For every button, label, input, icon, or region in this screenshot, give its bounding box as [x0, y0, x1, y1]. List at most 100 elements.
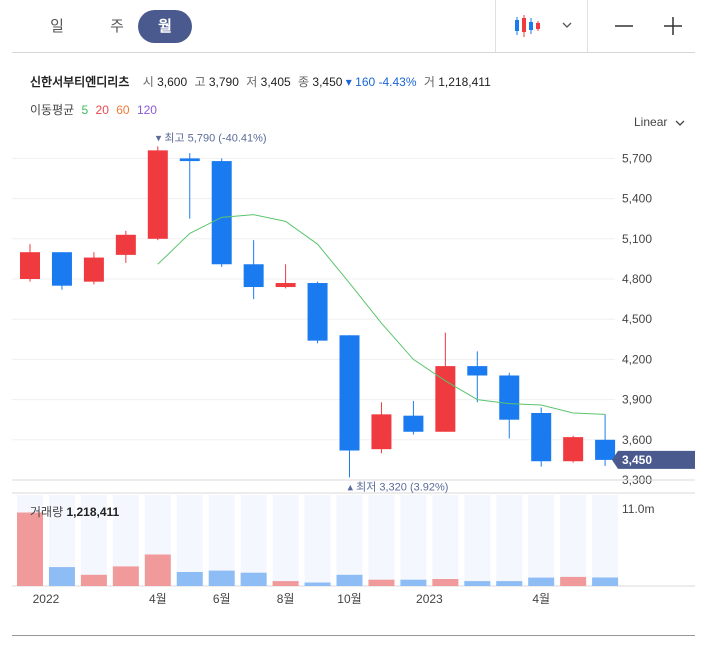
candle-body [371, 414, 392, 450]
candle-body [403, 415, 424, 432]
y-tick-label: 3,300 [622, 473, 652, 487]
candle-body [179, 158, 200, 162]
candle-body [115, 234, 136, 255]
y-tick-label: 3,600 [622, 433, 652, 447]
y-tick-label: 5,400 [622, 192, 652, 206]
volume-bar [560, 576, 587, 586]
y-tick-label: 4,500 [622, 312, 652, 326]
y-tick-label: 5,100 [622, 232, 652, 246]
x-tick-label: 4월 [149, 592, 167, 606]
volume-bar [272, 581, 299, 586]
volume-bar [464, 581, 491, 586]
y-tick-label: 4,200 [622, 352, 652, 366]
volume-bar [528, 577, 555, 586]
last-price-label: 3,450 [622, 453, 652, 467]
volume-bar [400, 579, 427, 586]
volume-column-bg [240, 495, 267, 586]
x-tick-label: 4월 [532, 592, 550, 606]
close-label: 종 [298, 75, 310, 89]
zoom-out-icon[interactable] [610, 12, 640, 40]
candle-body [467, 366, 488, 376]
candle-body [307, 283, 328, 341]
scale-selector[interactable]: Linear [634, 115, 686, 129]
ma-60[interactable]: 60 [116, 103, 130, 117]
toolbar: 일 주 월 [12, 0, 695, 53]
change-value: ▾ 160 -4.43% [345, 75, 417, 89]
candle-body [243, 264, 264, 288]
volume-bar [80, 574, 107, 586]
volume-column-bg [368, 495, 395, 586]
volume-bar [176, 572, 203, 586]
ma-label: 이동평균 [30, 103, 75, 117]
x-tick-label: 6월 [213, 592, 231, 606]
candle-body [51, 252, 72, 286]
volume-bar [17, 512, 43, 586]
toolbar-divider [587, 0, 588, 52]
volume-bar [592, 577, 619, 586]
volume-column-bg [432, 495, 459, 586]
y-tick-label: 4,800 [622, 272, 652, 286]
bottom-divider [12, 635, 695, 636]
chevron-down-icon [675, 120, 685, 126]
close-value: 3,450 [312, 75, 343, 89]
candle-body [20, 252, 40, 279]
y-tick-label: 5,700 [622, 151, 652, 165]
high-value: 3,790 [208, 75, 239, 89]
volume-bar [304, 582, 331, 586]
candle-body [563, 437, 584, 462]
volume-panel-value: 1,218,411 [66, 505, 120, 519]
y-tick-label: 3,900 [622, 393, 652, 407]
volume-column-bg [528, 495, 555, 586]
volume-tick-label: 11.0m [622, 502, 654, 516]
candle-body [83, 257, 104, 282]
toolbar-divider [495, 0, 496, 52]
volume-column-bg [496, 495, 523, 586]
x-tick-label: 2023 [416, 592, 443, 606]
volume-bar [368, 579, 395, 586]
volume-column-bg [464, 495, 491, 586]
volume-column-bg [304, 495, 331, 586]
volume-bar [112, 566, 139, 586]
volume-label: 거 [423, 75, 435, 89]
stock-name: 신한서부티엔디리츠 [30, 75, 130, 89]
ma5-line [157, 214, 606, 415]
volume-bar [240, 572, 267, 586]
candle-body [531, 413, 552, 462]
volume-column-bg [272, 495, 299, 586]
price-summary: 신한서부티엔디리츠 시 3,600 고 3,790 저 3,405 종 3,45… [30, 73, 491, 90]
moving-average-legend: 이동평균 5 20 60 120 [30, 101, 157, 118]
volume-column-bg [592, 495, 619, 586]
tab-month[interactable]: 월 [138, 10, 192, 43]
x-tick-label: 8월 [277, 592, 295, 606]
ma-120[interactable]: 120 [136, 103, 157, 117]
volume-bar [432, 579, 459, 586]
volume-column-bg [176, 495, 203, 586]
last-price-tag [612, 450, 695, 469]
candle-body [275, 283, 296, 288]
candle-body [339, 335, 360, 451]
tab-day[interactable]: 일 [50, 18, 64, 35]
candle-body [499, 375, 520, 420]
ma-5[interactable]: 5 [81, 103, 89, 117]
open-label: 시 [142, 75, 154, 89]
volume-value: 1,218,411 [438, 75, 491, 89]
candle-body [211, 161, 232, 265]
x-tick-label: 10월 [337, 592, 361, 606]
tab-week[interactable]: 주 [110, 18, 124, 35]
candle-body [435, 366, 456, 432]
candlestick-chart-icon[interactable] [512, 12, 542, 40]
zoom-in-icon[interactable] [659, 12, 689, 40]
ma-20[interactable]: 20 [95, 103, 109, 117]
candle-body [595, 439, 616, 460]
volume-column-bg [336, 495, 363, 586]
candle-body [147, 150, 168, 239]
volume-panel-label: 거래량 1,218,411 [30, 503, 119, 520]
volume-panel-title: 거래량 [30, 505, 64, 519]
volume-bar [208, 570, 235, 586]
low-annotation: ▴ 최저 3,320 (3.92%) [348, 480, 449, 493]
high-label: 고 [194, 75, 206, 89]
chevron-down-icon[interactable] [557, 12, 587, 40]
high-annotation: ▾ 최고 5,790 (-40.41%) [156, 131, 267, 144]
volume-column-bg [208, 495, 235, 586]
